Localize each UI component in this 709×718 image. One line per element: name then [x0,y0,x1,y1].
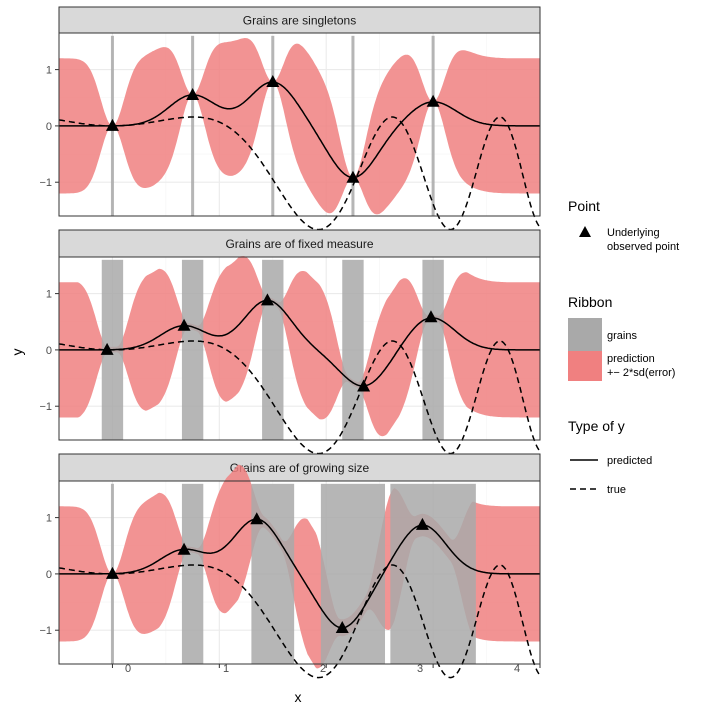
observed-point [105,118,119,131]
observed-point [346,170,360,183]
predicted-curve [59,299,540,387]
legend-point-label-2: observed point [607,241,679,253]
y-tick-label: −1 [39,177,52,189]
x-tick-label: 0 [125,663,131,675]
panel-border [58,256,541,441]
panel-border [58,480,541,665]
x-tick-label: 4 [514,663,520,675]
grain-band [262,259,284,440]
facet-title: Grains are singletons [243,14,356,28]
observed-point [186,87,200,100]
legend-predicted-label: predicted [607,455,652,467]
predicted-curve [59,518,540,629]
panel-border [58,32,541,217]
observed-point [424,310,438,323]
facet-panel: Grains are singletons 1 0 −1 [39,6,541,231]
legend-title-point: Point [568,198,600,214]
grain-band [181,259,204,440]
grain-band [191,35,195,216]
legend: Point Underlying observed point Ribbon g… [568,198,679,496]
y-tick-label: 1 [46,513,52,525]
observed-point [100,342,114,355]
grain-band [271,35,275,216]
facet-title: Grains are of fixed measure [225,237,373,251]
x-axis-title: x [295,689,302,705]
true-curve [58,340,541,455]
observed-point [177,542,191,555]
legend-triangle-key [579,226,591,237]
y-tick-label: 0 [46,345,52,357]
facet-panel: Grains are of fixed measure 1 0 −1 [39,229,541,455]
observed-point [177,318,191,331]
predicted-curve [59,81,540,179]
legend-prediction-key [568,351,602,381]
legend-type: Type of y predicted true [568,418,652,496]
legend-ribbon: Ribbon grains prediction +− 2*sd(error) [568,294,675,381]
legend-prediction-label-2: +− 2*sd(error) [607,367,675,379]
grain-band [351,35,355,216]
x-tick-label: 3 [417,663,423,675]
grain-band [431,35,435,216]
legend-title-ribbon: Ribbon [568,294,612,310]
x-tick-label: 1 [223,663,229,675]
grain-band [390,483,476,664]
prediction-ribbon [59,256,540,437]
observed-point [426,94,440,107]
legend-grains-label: grains [607,330,637,342]
x-tick-label: 2 [320,663,326,675]
x-axis: 0 1 2 3 4 x [125,663,520,705]
y-tick-label: 1 [46,65,52,77]
grain-band [342,259,364,440]
y-tick-label: −1 [39,625,52,637]
facet-title: Grains are of growing size [230,461,370,475]
legend-point-label-1: Underlying [607,227,660,239]
observed-point [415,517,429,530]
y-tick-label: −1 [39,401,52,413]
y-axis-title: y [9,349,25,356]
grain-band [251,483,295,664]
grain-band [422,259,444,440]
legend-point: Point Underlying observed point [568,198,679,253]
facet-strip [58,453,541,482]
legend-title-type: Type of y [568,418,625,434]
observed-point [266,74,280,87]
observed-point [335,620,349,633]
facet-strip [58,6,541,34]
facet-panel: Grains are of growing size 1 0 −1 [39,453,541,679]
true-curve [58,564,541,679]
legend-grains-key [568,318,602,352]
legend-true-label: true [607,484,626,496]
observed-point [105,566,119,579]
grain-band [181,483,204,664]
y-tick-label: 0 [46,121,52,133]
observed-point [260,293,274,306]
prediction-ribbon [59,38,540,215]
y-tick-label: 0 [46,569,52,581]
legend-prediction-label-1: prediction [607,353,655,365]
y-tick-label: 1 [46,289,52,301]
observed-point [250,512,264,525]
observed-point [357,379,371,392]
grain-band [320,483,386,664]
